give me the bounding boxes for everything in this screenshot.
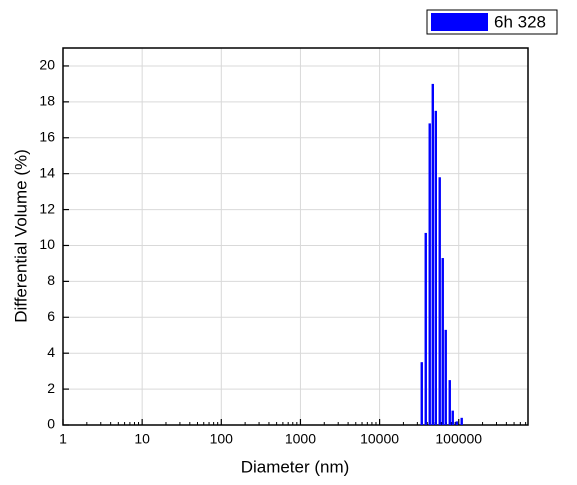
- bar: [444, 329, 447, 425]
- bar: [451, 410, 454, 425]
- bar: [424, 232, 427, 425]
- y-tick-label: 16: [39, 128, 55, 144]
- y-tick-label: 14: [39, 164, 55, 180]
- legend-swatch: [431, 13, 488, 31]
- bar: [428, 123, 431, 426]
- bar: [448, 380, 451, 425]
- y-tick-label: 4: [47, 344, 55, 360]
- x-tick-label: 1: [59, 431, 67, 447]
- bar: [455, 421, 458, 425]
- y-tick-label: 20: [39, 57, 55, 73]
- x-tick-label: 1000: [285, 431, 316, 447]
- x-axis-label: Diameter (nm): [241, 457, 350, 476]
- x-tick-label: 10000: [360, 431, 399, 447]
- y-tick-label: 6: [47, 308, 55, 324]
- y-tick-label: 18: [39, 93, 55, 109]
- bar: [460, 417, 463, 425]
- y-tick-label: 10: [39, 236, 55, 252]
- y-axis-label: Differential Volume (%): [11, 149, 30, 323]
- bar: [441, 258, 444, 425]
- x-tick-label: 10: [134, 431, 150, 447]
- y-tick-label: 12: [39, 200, 55, 216]
- bar: [438, 177, 441, 425]
- x-tick-label: 100: [210, 431, 234, 447]
- y-tick-label: 0: [47, 416, 55, 432]
- plot-frame: [62, 47, 529, 426]
- bar: [434, 110, 437, 425]
- x-tick-label: 100000: [435, 431, 482, 447]
- bar: [431, 83, 434, 426]
- y-tick-label: 8: [47, 272, 55, 288]
- bar: [420, 362, 423, 425]
- legend-label: 6h 328: [494, 12, 546, 31]
- y-tick-label: 2: [47, 380, 55, 396]
